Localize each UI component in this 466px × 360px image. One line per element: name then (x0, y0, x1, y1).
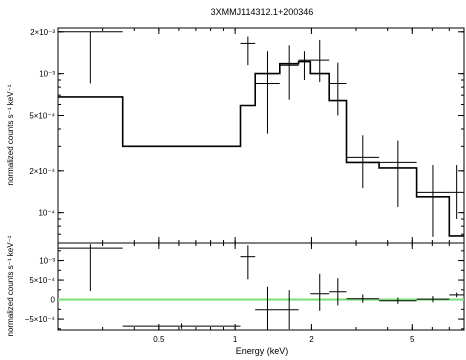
y-tick-label: 2×10⁻³ (30, 28, 55, 37)
spectrum-panel: 10⁻⁴ 2×10⁻⁴ 5×10⁻⁴ 10⁻³ 2×10⁻³ normalized co… (6, 27, 465, 244)
data-point (449, 292, 464, 298)
data-point (416, 296, 450, 303)
top-panel-frame (57, 27, 465, 244)
x-axis: 0.5 1 2 5 (102, 28, 450, 344)
top-y-axis: 10⁻⁴ 2×10⁻⁴ 5×10⁻⁴ 10⁻³ 2×10⁻³ (29, 28, 464, 235)
x-tick-label: 1 (233, 335, 238, 344)
residual-panel: −5×10⁻⁴ 0 5×10⁻⁴ 10⁻³ normalized counts s⁻¹… (6, 235, 465, 336)
y-tick-label: 10⁻⁴ (38, 209, 55, 218)
data-point (279, 45, 299, 100)
data-point (255, 286, 280, 330)
x-axis-label: Energy (keV) (236, 346, 289, 356)
bottom-y-axis-label: normalized counts s⁻¹ keV⁻¹ (6, 235, 15, 336)
x-tick-label: 5 (410, 335, 415, 344)
data-point (240, 245, 256, 280)
data-point (379, 140, 417, 207)
data-point (298, 51, 311, 81)
x-tick-label: 2 (309, 335, 314, 344)
data-point (310, 39, 330, 83)
data-point (240, 36, 256, 66)
x-tick-label: 0.5 (153, 335, 165, 344)
top-data (58, 31, 464, 237)
data-point (416, 165, 450, 237)
bottom-y-axis: −5×10⁻⁴ 0 5×10⁻⁴ 10⁻³ (25, 250, 464, 330)
y-tick-label: 10⁻³ (39, 257, 55, 266)
data-point (379, 297, 417, 304)
data-point (279, 290, 299, 330)
y-tick-label: 10⁻³ (39, 70, 55, 79)
top-y-axis-label: normalized counts s⁻¹ keV⁻¹ (6, 84, 15, 185)
data-point (58, 244, 123, 291)
data-point (449, 165, 464, 220)
data-point (255, 51, 280, 134)
data-point (122, 323, 241, 329)
y-tick-label: 5×10⁻⁴ (29, 276, 55, 285)
chart-title: 3XMMJ114312.1+200346 (211, 7, 314, 17)
data-point (310, 273, 330, 311)
data-point (346, 294, 380, 303)
y-tick-label: 2×10⁻⁴ (29, 167, 55, 176)
top-model (58, 60, 464, 237)
y-tick-label: 0 (51, 296, 56, 305)
bottom-data (58, 244, 464, 330)
data-point (329, 278, 347, 306)
data-point (329, 62, 347, 116)
data-point (58, 31, 123, 84)
data-point (346, 135, 380, 189)
y-tick-label: −5×10⁻⁴ (25, 315, 56, 324)
model-step-line (58, 60, 464, 237)
y-tick-label: 5×10⁻⁴ (29, 111, 55, 120)
bottom-panel-frame (57, 242, 465, 331)
